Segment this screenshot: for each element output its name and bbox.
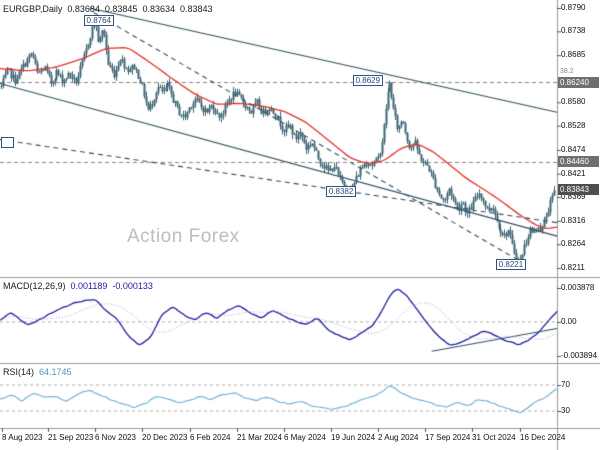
price-annotation-label[interactable]: 0.8221 <box>495 258 527 270</box>
price-axis-tick: 0.8264 <box>561 239 586 249</box>
rsi-value: 64.1745 <box>39 367 72 377</box>
time-axis-label: 16 Dec 2024 <box>520 433 566 442</box>
macd-signal-value: -0.000133 <box>112 281 153 291</box>
chart-title-bar: EURGBP,Daily 0.83684 0.83845 0.83634 0.8… <box>3 4 213 14</box>
current-price-label: 0.83843 <box>558 184 599 196</box>
time-axis-label: 20 Dec 2023 <box>142 433 188 442</box>
price-level-label[interactable]: 0.86240 <box>558 76 599 88</box>
price-annotation-label[interactable]: 0.8764 <box>83 14 115 26</box>
time-axis-label: 2 Aug 2024 <box>378 433 419 442</box>
price-axis-tick: 0.8685 <box>561 50 586 60</box>
time-axis-label: 6 Feb 2024 <box>190 433 231 442</box>
trendline-anchor-box[interactable] <box>1 137 14 148</box>
price-axis-tick: 0.8738 <box>561 26 586 36</box>
rsi-axis-tick: 70 <box>561 380 570 389</box>
time-axis-label: 19 Jun 2024 <box>331 433 376 442</box>
macd-main-value: 0.001189 <box>70 281 108 291</box>
macd-indicator-label: MACD(12,26,9) 0.001189 -0.000133 <box>3 281 153 291</box>
time-axis-label: 6 May 2024 <box>284 433 326 442</box>
price-axis-tick: 0.8211 <box>561 263 585 272</box>
fib-ratio-note: 38.2 <box>560 67 574 75</box>
watermark: Action Forex <box>127 226 240 247</box>
price-annotation-label[interactable]: 0.8382 <box>325 186 357 198</box>
ohlc-low-value: 0.83634 <box>142 4 175 14</box>
macd-axis-tick: -0.003894 <box>561 351 598 360</box>
price-axis-tick: 0.8369 <box>561 192 586 202</box>
macd-name: MACD(12,26,9) <box>3 281 66 291</box>
rsi-name: RSI(14) <box>3 367 35 377</box>
symbol-timeframe-label: EURGBP,Daily <box>3 4 63 14</box>
price-axis-tick: 0.8421 <box>561 168 586 178</box>
macd-axis-tick: 0.00 <box>561 316 577 326</box>
time-axis-label: 8 Aug 2023 <box>2 433 43 442</box>
rsi-axis-tick: 30 <box>561 406 570 415</box>
ohlc-close-value: 0.83843 <box>180 4 213 14</box>
price-axis-tick: 0.8580 <box>561 97 586 107</box>
price-axis-tick: 0.8790 <box>561 3 586 12</box>
macd-axis-tick: 0.003878 <box>561 283 595 292</box>
price-annotation-label[interactable]: 0.8629 <box>352 75 384 87</box>
time-axis-label: 31 Oct 2024 <box>472 433 516 442</box>
ohlc-open-value: 0.83684 <box>67 4 100 14</box>
time-axis-label: 17 Sep 2024 <box>425 433 471 442</box>
time-axis-label: 21 Sep 2023 <box>48 433 94 442</box>
rsi-indicator-label: RSI(14) 64.1745 <box>3 367 72 377</box>
price-axis-tick: 0.8474 <box>561 144 586 154</box>
price-level-label[interactable]: 0.84460 <box>558 156 599 168</box>
price-axis-tick: 0.8528 <box>561 120 586 130</box>
time-axis-label: 6 Nov 2023 <box>95 433 136 442</box>
time-axis-label: 21 Mar 2024 <box>237 433 282 442</box>
ohlc-high-value: 0.83845 <box>104 4 138 14</box>
price-axis-tick: 0.8316 <box>561 215 586 225</box>
